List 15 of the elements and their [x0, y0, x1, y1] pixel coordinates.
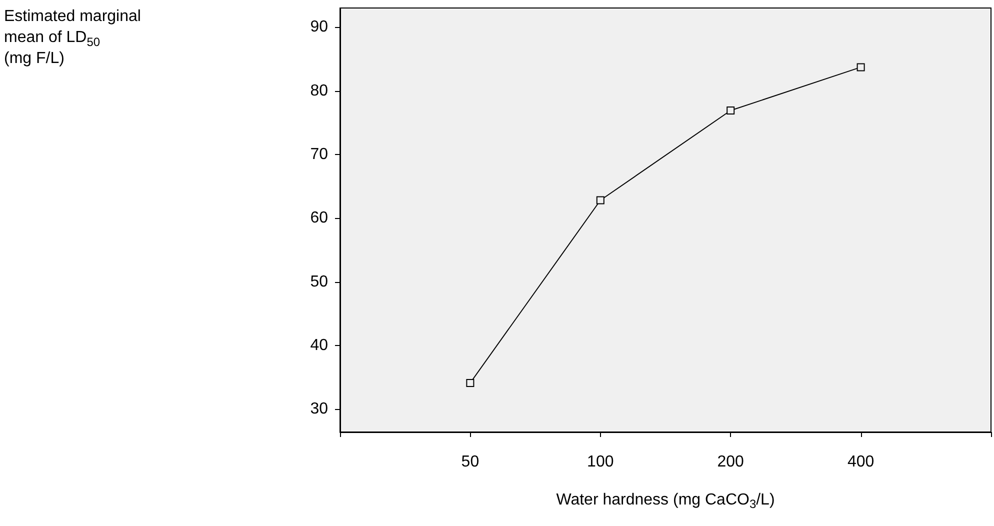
y-tick-label: 70	[310, 146, 328, 163]
y-tick-label: 90	[310, 18, 328, 36]
point	[726, 106, 735, 114]
y-tick-label: 60	[310, 210, 328, 227]
y-tick-label: 80	[310, 82, 328, 100]
x-tick-label: 200	[717, 454, 744, 470]
x-tick-label: 400	[847, 454, 874, 470]
point	[466, 378, 474, 387]
x-tick-label: 100	[587, 454, 614, 470]
y-tick-label: 50	[310, 273, 328, 290]
y-tick-label: 40	[310, 336, 328, 354]
y-tick-label: 30	[310, 400, 328, 418]
point	[596, 196, 604, 204]
x-tick-label: 50	[461, 454, 480, 470]
point	[856, 63, 865, 72]
